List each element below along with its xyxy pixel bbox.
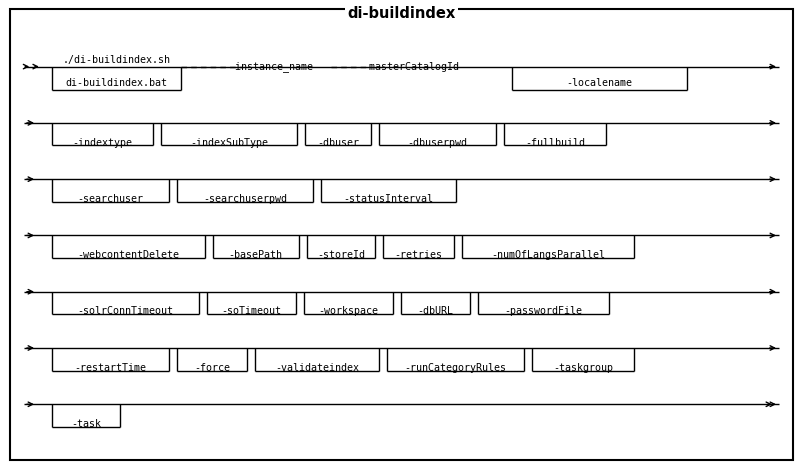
Text: -basePath: -basePath [229, 250, 282, 260]
Text: -dbuserpwd: -dbuserpwd [407, 137, 467, 148]
Text: -webcontentDelete: -webcontentDelete [77, 250, 180, 260]
Text: -retries: -retries [394, 250, 442, 260]
Text: -fullbuild: -fullbuild [525, 137, 585, 148]
Text: -force: -force [194, 363, 229, 373]
Text: -indexSubType: -indexSubType [189, 137, 268, 148]
Text: di-buildindex: di-buildindex [347, 6, 455, 21]
Text: -storeId: -storeId [317, 250, 364, 260]
Text: -indextype: -indextype [72, 137, 132, 148]
Text: -localename: -localename [565, 78, 631, 88]
Text: -instance_name: -instance_name [229, 61, 313, 72]
Text: -masterCatalogId: -masterCatalogId [363, 61, 459, 72]
Text: -task: -task [71, 419, 101, 429]
Text: -solrConnTimeout: -solrConnTimeout [78, 306, 173, 317]
Text: -runCategoryRules: -runCategoryRules [403, 363, 506, 373]
Text: di-buildindex.bat: di-buildindex.bat [65, 78, 168, 88]
Text: ./di-buildindex.sh: ./di-buildindex.sh [63, 55, 170, 65]
Text: -statusInterval: -statusInterval [343, 194, 433, 204]
Text: -dbURL: -dbURL [417, 306, 453, 317]
Text: -searchuser: -searchuser [77, 194, 144, 204]
Text: -validateindex: -validateindex [275, 363, 358, 373]
Text: -workspace: -workspace [318, 306, 378, 317]
Text: -numOfLangsParallel: -numOfLangsParallel [491, 250, 604, 260]
Text: -restartTime: -restartTime [75, 363, 146, 373]
Text: -searchuserpwd: -searchuserpwd [203, 194, 286, 204]
Text: -passwordFile: -passwordFile [504, 306, 581, 317]
Text: -dbuser: -dbuser [317, 137, 358, 148]
Text: -soTimeout: -soTimeout [221, 306, 281, 317]
Text: -taskgroup: -taskgroup [553, 363, 612, 373]
